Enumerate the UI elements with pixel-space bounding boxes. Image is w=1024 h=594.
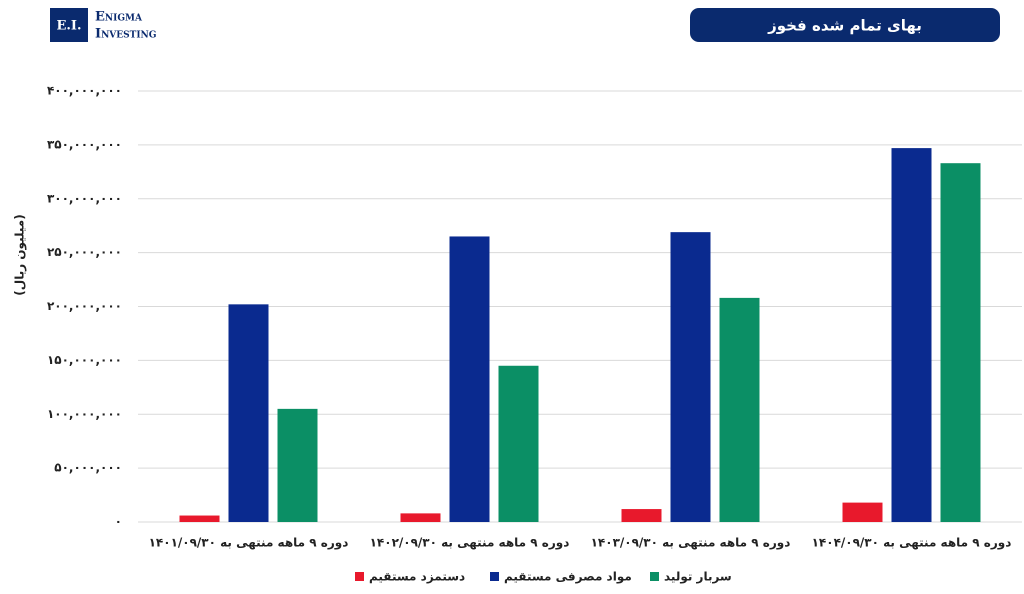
logo-name: Investing	[95, 27, 156, 42]
bar	[449, 236, 490, 522]
y-axis-label: (میلیون ریال)	[13, 214, 28, 295]
legend-label: دستمزد مستقیم	[369, 570, 465, 584]
title-box	[690, 8, 1000, 42]
bar	[498, 365, 539, 522]
legend-swatch	[355, 572, 364, 581]
bar	[277, 408, 318, 522]
logo-box	[50, 8, 88, 42]
bar	[179, 515, 220, 522]
x-tick-label: دوره ۹ ماهه منتهی به ۱۴۰۳/۰۹/۳۰	[591, 536, 791, 551]
y-tick-label: ۵۰,۰۰۰,۰۰۰	[54, 461, 122, 475]
legend-swatch	[490, 572, 499, 581]
bar	[400, 513, 441, 522]
y-tick-label: ۲۰۰,۰۰۰,۰۰۰	[47, 299, 122, 313]
chart-title: بهای تمام شده فخوز	[767, 17, 922, 35]
bar	[670, 232, 711, 522]
y-tick-label: ۳۰۰,۰۰۰,۰۰۰	[47, 191, 122, 205]
y-tick-label: ۲۵۰,۰۰۰,۰۰۰	[47, 245, 122, 259]
y-tick-label: ۱۵۰,۰۰۰,۰۰۰	[47, 353, 122, 367]
y-tick-label: ۴۰۰,۰۰۰,۰۰۰	[47, 84, 122, 98]
bar	[891, 148, 932, 523]
logo-name: Enigma	[95, 10, 143, 25]
legend-swatch	[650, 572, 659, 581]
logo-mark: E.I.	[56, 19, 81, 34]
legend-label: سربار تولید	[664, 570, 732, 585]
bar	[940, 163, 981, 522]
legend-label: مواد مصرفی مستقیم	[504, 570, 632, 585]
bar	[842, 502, 883, 522]
y-tick-label: ۳۵۰,۰۰۰,۰۰۰	[47, 137, 122, 151]
bar	[228, 304, 269, 522]
y-tick-label: ۱۰۰,۰۰۰,۰۰۰	[47, 407, 122, 421]
bar	[621, 509, 662, 522]
bar	[719, 297, 760, 522]
x-tick-label: دوره ۹ ماهه منتهی به ۱۴۰۱/۰۹/۳۰	[149, 536, 349, 551]
y-tick-label: ۰	[115, 515, 122, 529]
x-tick-label: دوره ۹ ماهه منتهی به ۱۴۰۴/۰۹/۳۰	[812, 536, 1012, 551]
x-tick-label: دوره ۹ ماهه منتهی به ۱۴۰۲/۰۹/۳۰	[370, 536, 570, 551]
